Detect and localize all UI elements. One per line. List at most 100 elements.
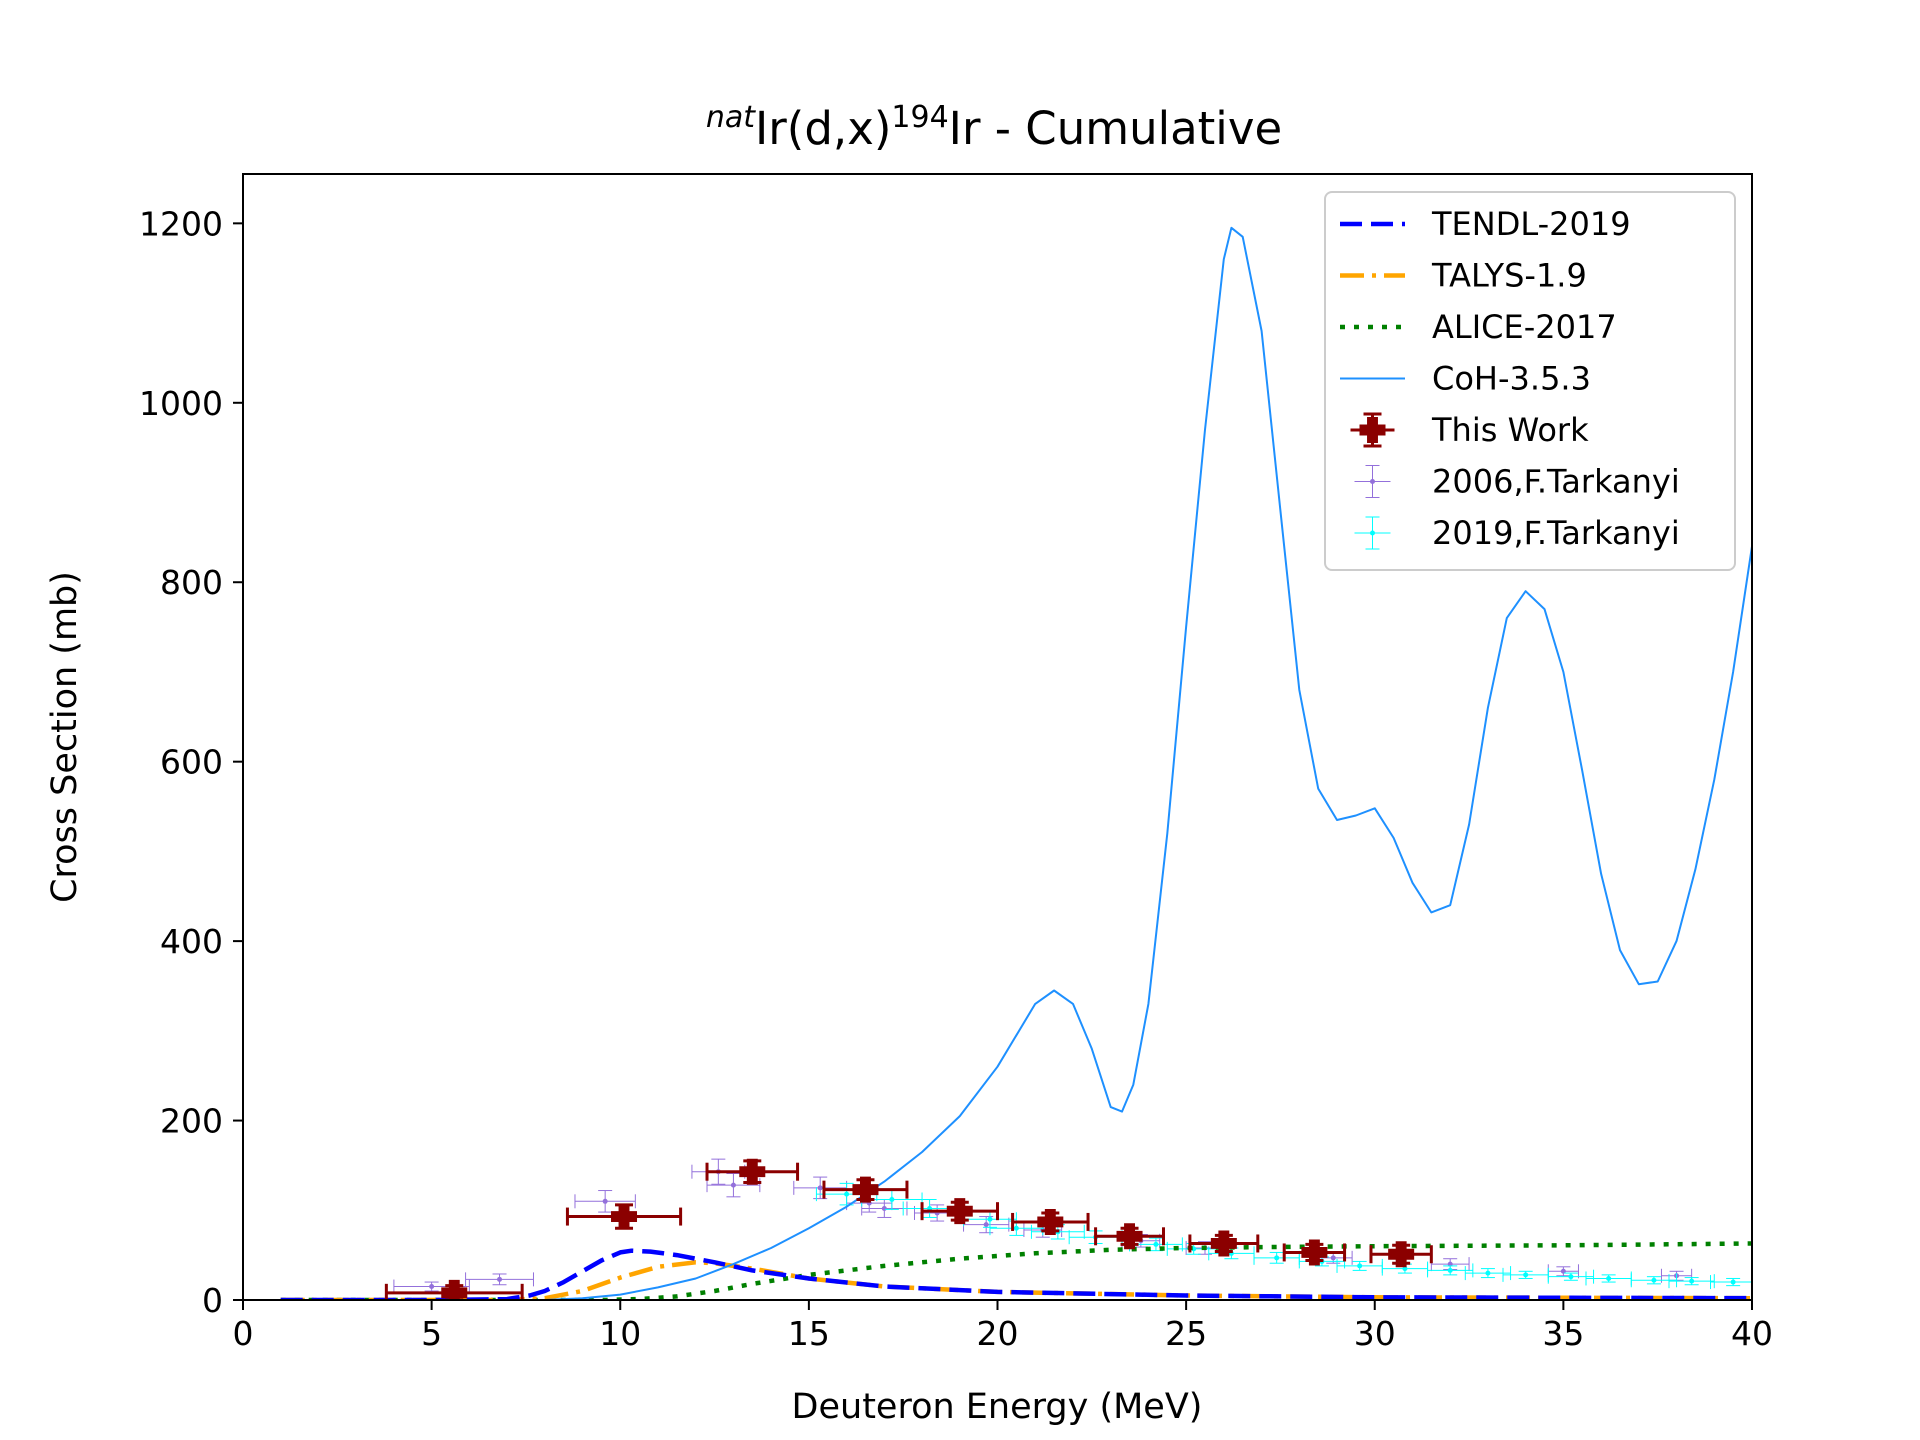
x-tick-label: 35 [1542,1314,1584,1353]
legend-entry-this-work: This Work [1350,411,1589,449]
point-marker [983,1222,989,1228]
legend: TENDL-2019 TALYS-1.9 ALICE-2017 CoH-3.5.3 Th… [1324,191,1736,571]
point-marker [1560,1268,1566,1274]
data-point [1547,1264,1579,1279]
plus-marker [852,1176,879,1203]
data-point [1710,1275,1752,1290]
point-marker [602,1198,608,1204]
x-tick-label: 5 [421,1314,442,1353]
point-marker [1730,1279,1736,1285]
point-marker [429,1284,435,1290]
plus-marker [1037,1208,1064,1235]
point-marker [1153,1241,1159,1247]
point-marker [497,1276,503,1282]
point-marker [1523,1272,1529,1278]
plus-marker [946,1198,973,1225]
y-tick-label: 0 [202,1281,223,1320]
series-tendl-2019 [280,1248,1752,1300]
legend-entry-talys-1-9: TALYS-1.9 [1340,257,1587,295]
data-point [1188,1230,1260,1257]
title-main-a: Ir(d,x) [755,102,891,155]
plus-marker [1388,1241,1415,1268]
legend-label: TENDL-2019 [1431,205,1631,243]
y-axis: 0 200 400 600 800 1000 1200 [139,204,243,1320]
y-tick-label: 600 [160,743,223,782]
data-point [384,1279,524,1300]
plot-content [280,226,1752,1300]
data-point [1011,1208,1090,1235]
point-marker [1651,1277,1657,1283]
y-axis-title: Cross Section (mb) [45,571,85,903]
legend-label: ALICE-2017 [1432,308,1617,346]
data-point [1094,1223,1165,1250]
legend-box [1324,191,1736,571]
legend-entry-coh-3-5-3: CoH-3.5.3 [1340,360,1591,398]
chart-title: natIr(d,x)194Ir - Cumulative [706,100,1282,155]
legend-swatch-marker [1359,417,1386,443]
data-point [1381,1261,1429,1276]
title-main-b: Ir - Cumulative [949,102,1282,155]
data-point [1668,1274,1715,1289]
data-point [705,1158,800,1185]
y-tick-label: 800 [160,563,223,602]
x-tick-label: 25 [1165,1314,1207,1353]
plus-marker [1301,1239,1328,1266]
title-superscript-194: 194 [891,100,948,135]
y-tick-label: 200 [160,1102,223,1141]
point-marker [889,1197,895,1203]
legend-label: 2019,F.Tarkanyi [1432,514,1680,552]
legend-swatch-marker [1370,479,1375,484]
data-point [706,1172,761,1198]
point-marker [844,1191,850,1197]
legend-label: 2006,F.Tarkanyi [1432,463,1680,501]
y-tick-label: 400 [160,922,223,961]
point-marker [1447,1261,1453,1267]
legend-label: CoH-3.5.3 [1432,360,1591,398]
point-marker [1689,1278,1695,1284]
data-point [565,1203,683,1230]
y-tick-label: 1000 [139,384,223,423]
point-marker [1447,1267,1453,1273]
legend-entry-2006-f-tarkanyi: 2006,F.Tarkanyi [1354,463,1680,501]
x-axis-title: Deuteron Energy (MeV) [792,1387,1203,1427]
point-marker [1274,1255,1280,1261]
x-tick-label: 10 [599,1314,641,1353]
point-marker [1568,1274,1574,1280]
x-tick-label: 0 [233,1314,254,1353]
plus-marker [441,1279,468,1300]
legend-label: This Work [1431,411,1589,449]
point-marker [987,1216,993,1222]
data-point [1585,1271,1632,1286]
x-tick-label: 20 [977,1314,1019,1353]
title-superscript-nat: nat [706,100,756,135]
point-marker [1485,1270,1491,1276]
plus-marker [739,1158,766,1185]
plus-marker [611,1203,638,1230]
x-tick-label: 15 [788,1314,830,1353]
point-marker [1330,1255,1336,1261]
data-point [920,1198,999,1225]
legend-entry-2019-f-tarkanyi: 2019,F.Tarkanyi [1354,514,1680,552]
legend-swatch-marker [1370,530,1375,536]
point-marker [1357,1263,1363,1269]
x-axis: 0 5 10 15 20 25 30 35 40 [233,1300,1773,1353]
x-tick-label: 40 [1731,1314,1773,1353]
point-marker [730,1182,736,1188]
data-point [465,1272,534,1287]
legend-label: TALYS-1.9 [1431,257,1587,295]
x-tick-label: 30 [1354,1314,1396,1353]
y-tick-label: 1200 [139,204,223,243]
point-marker [1402,1266,1408,1272]
point-marker [817,1185,823,1191]
point-marker [881,1205,887,1211]
data-point [574,1190,636,1213]
data-point [1369,1241,1433,1268]
plus-marker [1116,1223,1143,1250]
legend-entry-alice-2017: ALICE-2017 [1340,308,1617,346]
point-marker [1013,1225,1019,1231]
series-line-tendl-2019 [280,1248,1752,1300]
legend-entry-tendl-2019: TENDL-2019 [1340,205,1631,243]
series-this-work [384,1158,1433,1300]
data-point [822,1176,909,1203]
